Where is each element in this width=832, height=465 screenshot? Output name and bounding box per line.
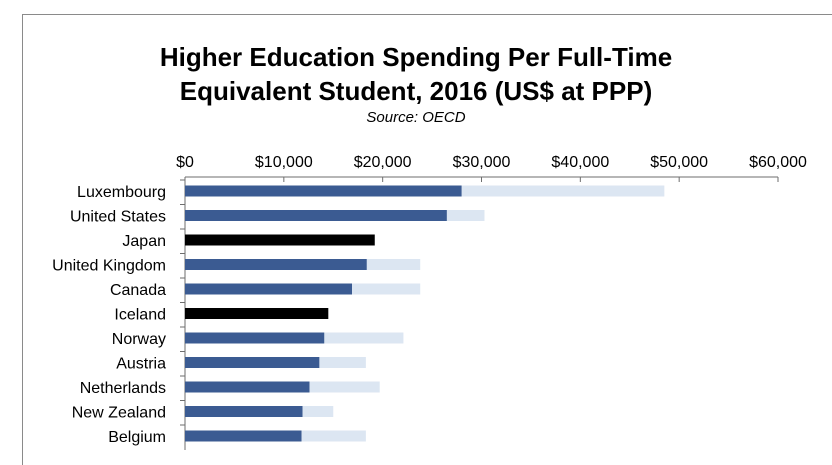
bar-segment-secondary [446, 210, 485, 221]
x-tick-label: $20,000 [354, 154, 412, 171]
chart-title-line-1: Higher Education Spending Per Full-Time [159, 42, 673, 72]
bar-segment-secondary [301, 430, 366, 442]
x-tick-label: $30,000 [453, 154, 511, 171]
bar-segment-primary [185, 332, 325, 344]
chart-bars [185, 185, 665, 442]
x-tick-label: $50,000 [650, 154, 708, 171]
category-label: Japan [122, 233, 166, 250]
category-label: Luxembourg [77, 184, 166, 201]
x-tick-label: $60,000 [749, 154, 807, 171]
chart-subtitle: Source: OECD [366, 109, 466, 126]
bar-segment-secondary [309, 381, 380, 393]
category-label: Canada [110, 282, 166, 299]
bar-segment-primary [185, 406, 303, 417]
category-label: United States [70, 209, 166, 226]
category-label: Iceland [114, 307, 166, 324]
category-label: New Zealand [72, 405, 166, 422]
bar-segment-secondary [302, 406, 334, 417]
bar-segment-secondary [352, 283, 421, 295]
x-tick-label: $0 [176, 154, 194, 171]
bar-segment-primary [185, 430, 302, 442]
x-tick-label: $40,000 [551, 154, 609, 171]
bar-segment-primary [185, 283, 353, 295]
category-label: Norway [112, 331, 166, 348]
chart-labels: $0 $10,000 $20,000 $30,000 $40,000 $50,000 $60… [52, 154, 807, 446]
bar-segment-primary [185, 357, 320, 368]
bar-segment-primary [185, 308, 329, 319]
bar-segment-primary [185, 234, 375, 246]
chart-title: Higher Education Spending Per Full-Time … [0, 40, 832, 108]
bar-segment-secondary [366, 259, 421, 270]
category-label: Netherlands [80, 380, 166, 397]
chart-frame [22, 14, 832, 465]
bar-chart: $0 $10,000 $20,000 $30,000 $40,000 $50,000 $60… [52, 154, 807, 450]
category-label: United Kingdom [52, 258, 166, 275]
bar-segment-secondary [319, 357, 366, 368]
bar-segment-secondary [324, 332, 404, 344]
bar-segment-primary [185, 185, 462, 197]
bar-segment-primary [185, 210, 447, 221]
category-label: Austria [116, 356, 166, 373]
bar-segment-secondary [461, 185, 665, 197]
bar-segment-primary [185, 381, 310, 393]
chart-title-line-2: Equivalent Student, 2016 (US$ at PPP) [179, 76, 653, 106]
x-tick-label: $10,000 [255, 154, 313, 171]
category-label: Belgium [108, 429, 166, 446]
bar-segment-primary [185, 259, 367, 270]
